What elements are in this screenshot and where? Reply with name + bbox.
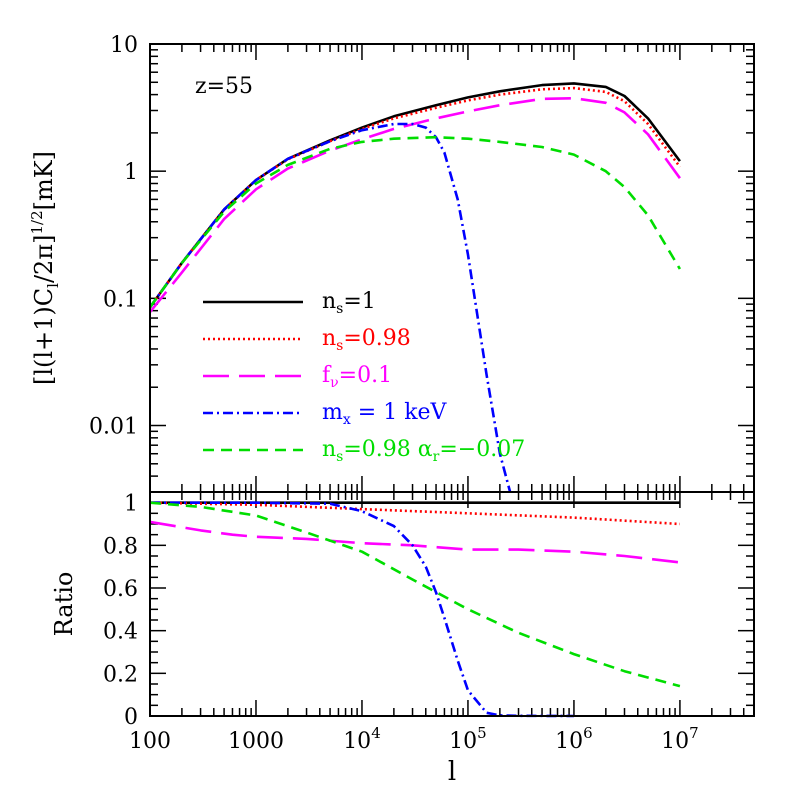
bottom-y-tick-labels: 0 0.2 0.4 0.6 0.8 1 xyxy=(103,492,138,730)
top-series-running xyxy=(150,135,682,309)
bottom-axis-ticks xyxy=(149,492,755,717)
legend-label-running: ns=0.98 αr=−0.07 xyxy=(322,437,525,465)
top-series-ns1 xyxy=(150,82,681,309)
x-tick-labels: 100 1000 104 105 106 107 xyxy=(129,724,699,754)
y-tick-label: 0.2 xyxy=(103,662,138,687)
bottom-plot-frame xyxy=(149,491,755,717)
x-tick-label: 106 xyxy=(555,724,593,754)
y-tick-label: 0 xyxy=(124,705,138,730)
top-axis-ticks xyxy=(149,43,755,493)
legend-label-mx: mx = 1 keV xyxy=(322,400,448,428)
y-tick-label: 0.01 xyxy=(89,415,138,440)
redshift-annotation: z=55 xyxy=(195,74,253,99)
y-tick-label: 10 xyxy=(110,33,138,58)
bottom-series-group xyxy=(150,501,681,718)
bottom-panel: 0 0.2 0.4 0.6 0.8 1 100 1000 104 105 106 107 Ratio… xyxy=(50,491,755,787)
y-tick-label: 0.6 xyxy=(103,577,138,602)
top-panel: 0.01 0.1 1 10 z=55 ns=1 ns=0.98 fν=0.1 mx = 1 … xyxy=(28,33,755,493)
legend-label-ns1: ns=1 xyxy=(322,289,376,317)
top-series-fnu xyxy=(150,96,681,313)
bottom-series-fnu xyxy=(150,520,681,564)
x-tick-label: 100 xyxy=(129,729,171,754)
x-axis-label: l xyxy=(448,757,456,787)
y-tick-label: 1 xyxy=(124,492,138,517)
legend-label-fnu: fν=0.1 xyxy=(322,363,392,391)
x-tick-label: 107 xyxy=(661,724,699,754)
x-tick-label: 104 xyxy=(343,724,381,754)
top-series-ns098 xyxy=(150,86,681,309)
top-y-tick-labels: 0.01 0.1 1 10 xyxy=(89,33,138,440)
y-tick-label: 0.4 xyxy=(103,620,138,645)
bottom-series-mx xyxy=(150,501,574,718)
top-plot-frame xyxy=(149,43,755,493)
x-tick-label: 105 xyxy=(449,724,487,754)
top-series-group xyxy=(150,82,682,492)
x-tick-label: 1000 xyxy=(228,729,284,754)
bottom-series-ns098 xyxy=(150,501,680,526)
y-tick-label: 0.8 xyxy=(103,534,138,559)
bottom-y-axis-label: Ratio xyxy=(50,572,78,637)
top-series-mx xyxy=(150,122,512,492)
y-tick-label: 1 xyxy=(124,160,138,185)
legend: ns=1 ns=0.98 fν=0.1 mx = 1 keV ns=0.98 αr=−0… xyxy=(203,289,525,465)
y-tick-label: 0.1 xyxy=(103,287,138,312)
legend-label-ns098: ns=0.98 xyxy=(322,326,411,354)
bottom-series-running xyxy=(150,501,681,688)
top-y-axis-label: [l(l+1)Cl/2π]1/2[mK] xyxy=(28,151,62,385)
